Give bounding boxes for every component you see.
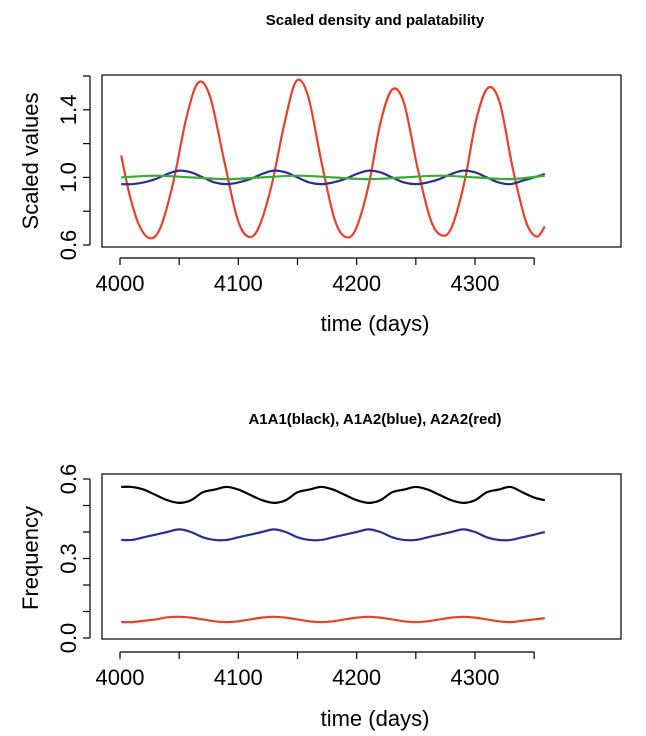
x-axis-label-2: time (days)	[321, 706, 430, 731]
series-line-1-0	[120, 78, 546, 240]
x-tick-label-1-4300: 4300	[451, 271, 500, 296]
x-tick-label-2-4200: 4200	[332, 665, 381, 690]
y-tick-label-1-1.0: 1.0	[56, 162, 81, 193]
panel-scaled-density: Scaled density and palatability 4000 4100…	[18, 12, 622, 336]
y-axis-label-1: Scaled values	[18, 93, 43, 230]
series-group-2	[121, 485, 546, 624]
x-tick-label-2-4100: 4100	[214, 665, 263, 690]
series-line-2-0	[121, 485, 546, 504]
x-tick-label-2-4000: 4000	[96, 665, 145, 690]
chart-title-2: A1A1(black), A1A2(blue), A2A2(red)	[248, 411, 501, 428]
series-line-1-1	[121, 169, 546, 186]
x-axis-label-1: time (days)	[321, 311, 430, 336]
y-tick-label-1-0.6: 0.6	[56, 230, 81, 261]
x-tick-label-1-4200: 4200	[332, 271, 381, 296]
y-tick-label-2-0.0: 0.0	[56, 623, 81, 654]
axes-1: 4000 4100 4200 4300 0.6 1.0 1.4	[56, 75, 535, 296]
x-tick-label-1-4100: 4100	[214, 271, 263, 296]
plot-box-1	[101, 74, 622, 248]
y-tick-label-2-0.6: 0.6	[56, 464, 81, 495]
y-tick-label-1-1.4: 1.4	[56, 95, 81, 126]
y-axis-label-2: Frequency	[18, 506, 43, 610]
series-line-2-2	[121, 615, 545, 624]
y-tick-label-2-0.3: 0.3	[56, 543, 81, 574]
plot-box-2	[101, 473, 622, 640]
series-line-2-1	[121, 528, 546, 542]
axes-2: 4000 4100 4200 4300 0.0 0.3 0.6	[56, 464, 535, 690]
series-line-1-2	[121, 174, 545, 181]
chart-title-1: Scaled density and palatability	[266, 12, 485, 29]
panel-frequency: A1A1(black), A1A2(blue), A2A2(red) 4000 4…	[18, 411, 622, 731]
x-tick-label-2-4300: 4300	[451, 665, 500, 690]
series-group-1	[120, 78, 546, 240]
x-tick-label-1-4000: 4000	[96, 271, 145, 296]
